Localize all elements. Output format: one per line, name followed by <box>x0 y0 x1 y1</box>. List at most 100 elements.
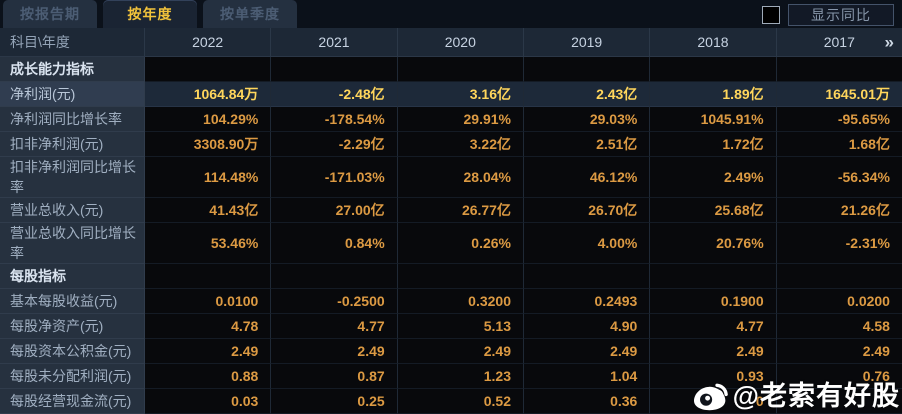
value-cell: 29.91% <box>397 107 524 132</box>
table-row[interactable]: 净利润同比增长率 104.29% -178.54% 29.91% 29.03% 1045.… <box>0 107 902 132</box>
value-cell: 26.70亿 <box>523 198 651 223</box>
value-cell <box>145 264 272 289</box>
table-row[interactable]: 每股资本公积金(元) 2.49 2.49 2.49 2.49 2.49 2.49 <box>0 339 902 364</box>
value-cell: -2.48亿 <box>271 82 398 107</box>
row-label: 成长能力指标 <box>0 57 145 82</box>
value-cell: 3.16亿 <box>397 82 524 107</box>
value-cell <box>650 264 777 289</box>
value-cell: 2.49 <box>523 339 651 364</box>
tab-report-period[interactable]: 按报告期 <box>3 0 97 28</box>
year-header: 2017 » <box>777 28 902 56</box>
value-cell: 1.68亿 <box>776 132 902 157</box>
table-row[interactable]: 每股净资产(元) 4.78 4.77 5.13 4.90 4.77 4.58 <box>0 314 902 339</box>
row-label: 每股未分配利润(元) <box>0 364 145 389</box>
show-yoy-checkbox[interactable] <box>762 6 780 24</box>
show-yoy-button[interactable]: 显示同比 <box>788 4 894 26</box>
value-cell: 2.49% <box>650 157 777 198</box>
value-cell: 104.29% <box>145 107 272 132</box>
section-row[interactable]: 成长能力指标 <box>0 57 902 82</box>
value-cell: 2.49 <box>776 339 902 364</box>
value-cell: 0.0200 <box>776 289 902 314</box>
section-row[interactable]: 每股指标 <box>0 264 902 289</box>
value-cell: 2.49 <box>650 339 777 364</box>
table-row[interactable]: 每股经营现金流(元) 0.03 0.25 0.52 0.36 0 <box>0 389 902 414</box>
value-cell <box>145 57 272 82</box>
row-label: 营业总收入同比增长率 <box>0 223 145 264</box>
table-row[interactable]: 营业总收入(元) 41.43亿 27.00亿 26.77亿 26.70亿 25.68亿 21… <box>0 198 902 223</box>
value-cell: 1045.91% <box>650 107 777 132</box>
period-tabs: 按报告期 按年度 按单季度 <box>0 0 303 28</box>
value-cell: 114.48% <box>145 157 272 198</box>
value-cell: 1645.01万 <box>776 82 902 107</box>
top-tab-bar: 按报告期 按年度 按单季度 显示同比 <box>0 0 902 28</box>
value-cell: 2.43亿 <box>523 82 651 107</box>
value-cell: 1.89亿 <box>650 82 777 107</box>
row-label: 每股经营现金流(元) <box>0 389 145 414</box>
value-cell: 4.58 <box>776 314 902 339</box>
value-cell: -2.31% <box>776 223 902 264</box>
value-cell: 0.87 <box>271 364 398 389</box>
value-cell <box>776 57 902 82</box>
value-cell <box>397 57 524 82</box>
table-row[interactable]: 扣非净利润同比增长率 114.48% -171.03% 28.04% 46.12% 2.4… <box>0 157 902 198</box>
value-cell: 0 <box>650 389 777 414</box>
value-cell: 25.68亿 <box>650 198 777 223</box>
value-cell: 46.12% <box>523 157 651 198</box>
value-cell: 1.72亿 <box>650 132 777 157</box>
value-cell <box>776 264 902 289</box>
row-label: 净利润同比增长率 <box>0 107 145 132</box>
value-cell: 2.49 <box>271 339 398 364</box>
financial-table: 科目\年度 2022 2021 2020 2019 2018 2017 » 成长… <box>0 28 902 414</box>
value-cell: 1.23 <box>397 364 524 389</box>
tab-single-quarter[interactable]: 按单季度 <box>203 0 297 28</box>
table-row[interactable]: 基本每股收益(元) 0.0100 -0.2500 0.3200 0.2493 0.1900… <box>0 289 902 314</box>
table-row[interactable]: 扣非净利润(元) 3308.90万 -2.29亿 3.22亿 2.51亿 1.72亿 1.6… <box>0 132 902 157</box>
value-cell: 28.04% <box>397 157 524 198</box>
value-cell: 0.52 <box>397 389 524 414</box>
value-cell: -178.54% <box>271 107 398 132</box>
value-cell: 4.78 <box>145 314 272 339</box>
value-cell <box>397 264 524 289</box>
value-cell: 0.93 <box>650 364 777 389</box>
row-label: 基本每股收益(元) <box>0 289 145 314</box>
year-header: 2019 <box>524 28 651 56</box>
value-cell: 53.46% <box>145 223 272 264</box>
value-cell: 0.3200 <box>397 289 524 314</box>
value-cell: 0.76 <box>776 364 902 389</box>
value-cell: -95.65% <box>776 107 902 132</box>
year-header-label: 2017 <box>823 34 855 50</box>
value-cell: 0.25 <box>271 389 398 414</box>
corner-header: 科目\年度 <box>0 28 145 56</box>
value-cell <box>650 57 777 82</box>
value-cell: 4.00% <box>523 223 651 264</box>
more-years-icon[interactable]: » <box>884 32 894 52</box>
value-cell: 2.49 <box>397 339 524 364</box>
tab-annual[interactable]: 按年度 <box>103 0 197 28</box>
value-cell: 1064.84万 <box>145 82 272 107</box>
value-cell: 0.88 <box>145 364 272 389</box>
table-row[interactable]: 营业总收入同比增长率 53.46% 0.84% 0.26% 4.00% 20.76% -2.… <box>0 223 902 264</box>
table-header-row: 科目\年度 2022 2021 2020 2019 2018 2017 » <box>0 28 902 57</box>
value-cell: 41.43亿 <box>145 198 272 223</box>
table-row[interactable]: 每股未分配利润(元) 0.88 0.87 1.23 1.04 0.93 0.76 <box>0 364 902 389</box>
value-cell: 21.26亿 <box>776 198 902 223</box>
value-cell: 2.51亿 <box>523 132 651 157</box>
row-label: 每股资本公积金(元) <box>0 339 145 364</box>
value-cell: -171.03% <box>271 157 398 198</box>
value-cell: 0.03 <box>145 389 272 414</box>
value-cell: 0.84% <box>271 223 398 264</box>
value-cell: -2.29亿 <box>271 132 398 157</box>
topbar-controls: 显示同比 <box>762 4 894 26</box>
value-cell: 5.13 <box>397 314 524 339</box>
value-cell: 3.22亿 <box>397 132 524 157</box>
value-cell: 3308.90万 <box>145 132 272 157</box>
value-cell: -0.2500 <box>271 289 398 314</box>
row-label: 扣非净利润同比增长率 <box>0 157 145 198</box>
value-cell: 0.36 <box>523 389 651 414</box>
value-cell: 26.77亿 <box>397 198 524 223</box>
table-row[interactable]: 净利润(元) 1064.84万 -2.48亿 3.16亿 2.43亿 1.89亿 1645.… <box>0 82 902 107</box>
row-label: 每股净资产(元) <box>0 314 145 339</box>
table-body: 成长能力指标 净利润(元) 1064.84万 -2.48亿 3.16亿 2.43亿 1.89… <box>0 57 902 414</box>
value-cell <box>523 57 651 82</box>
